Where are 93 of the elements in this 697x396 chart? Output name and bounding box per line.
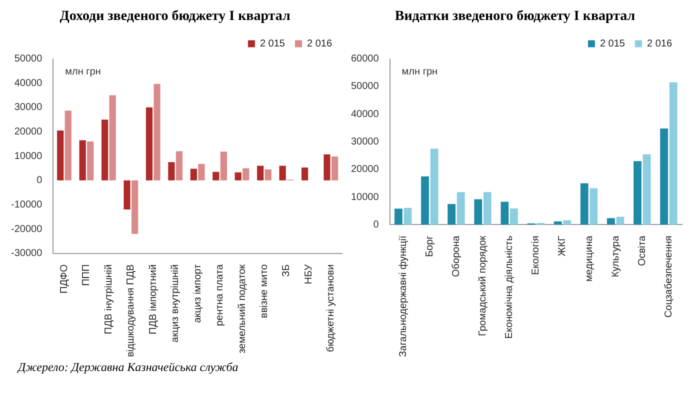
bar bbox=[669, 82, 678, 225]
bar bbox=[324, 154, 330, 180]
bar bbox=[660, 128, 668, 225]
bar bbox=[500, 202, 509, 225]
text: Джерело: Державна Казначейська служба bbox=[18, 360, 240, 375]
bar bbox=[580, 183, 588, 225]
x-tick-label: ввізне мито bbox=[258, 264, 270, 318]
x-tick-label: ПДВ імпортний bbox=[148, 264, 159, 334]
y-tick-label: 30000 bbox=[14, 102, 43, 114]
bar bbox=[168, 162, 175, 180]
y-tick-label: 50000 bbox=[14, 54, 43, 65]
x-tick-label: НБУ bbox=[303, 264, 314, 284]
legend-label: 2 015 bbox=[600, 38, 626, 50]
x-tick-label: Оборона bbox=[450, 235, 462, 277]
chart-title: Видатки зведеного бюджету І квартал bbox=[394, 9, 636, 24]
bar bbox=[87, 141, 94, 180]
annotation: млн грн bbox=[65, 66, 101, 78]
bar bbox=[404, 208, 412, 225]
x-tick-label: Освіта bbox=[636, 235, 648, 266]
bar bbox=[634, 161, 642, 225]
x-tick-label: ПДВ інутрішній bbox=[103, 264, 114, 334]
bar bbox=[57, 130, 64, 180]
bar bbox=[590, 188, 598, 225]
y-tick-label: 30000 bbox=[350, 136, 380, 148]
x-tick-label: Борг bbox=[424, 235, 436, 258]
legend-label: 2 016 bbox=[646, 38, 672, 50]
x-tick-label: Екологія bbox=[530, 236, 542, 276]
x-tick-label: акциз внутрішній bbox=[170, 264, 182, 342]
bar bbox=[79, 140, 86, 180]
bar bbox=[430, 148, 438, 225]
x-tick-label: рентна плата bbox=[214, 264, 226, 326]
x-tick-label: Економічна діяльність bbox=[504, 236, 516, 339]
bar bbox=[124, 180, 130, 210]
y-tick-label: 10000 bbox=[350, 192, 380, 203]
bar bbox=[220, 152, 227, 180]
chart-title: Доходи зведеного бюджету І квартал bbox=[60, 9, 290, 24]
y-tick-label: -30000 bbox=[10, 248, 43, 260]
y-tick-label: 0 bbox=[373, 219, 380, 230]
x-tick-label: земельний податок bbox=[236, 264, 248, 354]
y-tick-label: 10000 bbox=[14, 150, 43, 162]
x-tick-label: ЗБ bbox=[281, 264, 292, 277]
y-tick-label: -10000 bbox=[10, 199, 43, 210]
bar bbox=[146, 107, 153, 180]
x-tick-label: ППП bbox=[81, 264, 92, 286]
bar bbox=[154, 84, 160, 180]
y-tick-label: 50000 bbox=[350, 81, 380, 92]
bar bbox=[212, 172, 220, 180]
x-tick-label: ПДФО bbox=[59, 264, 70, 294]
x-tick-label: відшкодування ПДВ bbox=[126, 264, 137, 357]
y-tick-label: 40000 bbox=[14, 78, 43, 89]
bar bbox=[64, 110, 72, 180]
y-tick-label: 20000 bbox=[350, 164, 380, 176]
x-tick-label: Соцзабезпечення bbox=[663, 236, 674, 318]
bar bbox=[456, 192, 465, 225]
bar bbox=[563, 220, 572, 225]
bar bbox=[301, 167, 308, 180]
legend-label: 2 016 bbox=[306, 38, 332, 50]
bar bbox=[331, 156, 338, 180]
x-tick-label: бюджетні установи bbox=[326, 264, 337, 352]
bar bbox=[279, 166, 286, 180]
bar bbox=[101, 120, 108, 180]
bar bbox=[176, 151, 183, 180]
bar bbox=[606, 218, 615, 225]
x-tick-label: Культура bbox=[610, 235, 622, 278]
bar bbox=[190, 168, 197, 180]
y-tick-label: 0 bbox=[36, 175, 43, 186]
x-tick-label: Загальнодержавні функції bbox=[398, 236, 409, 358]
x-tick-label: Громадський порядок bbox=[478, 235, 489, 336]
bar bbox=[264, 169, 272, 180]
bar bbox=[474, 199, 482, 225]
bar bbox=[642, 154, 651, 225]
bar bbox=[198, 164, 205, 180]
bar bbox=[483, 192, 492, 225]
x-tick-label: медицина bbox=[584, 235, 595, 282]
bar bbox=[109, 95, 116, 180]
bar bbox=[242, 168, 250, 180]
bar bbox=[394, 208, 402, 225]
bar bbox=[257, 166, 264, 180]
bar bbox=[131, 180, 138, 234]
y-tick-label: -20000 bbox=[10, 224, 43, 235]
x-tick-label: акциз імпорт bbox=[192, 264, 204, 323]
y-tick-label: 20000 bbox=[14, 126, 43, 138]
bar bbox=[616, 216, 624, 225]
bar bbox=[554, 221, 562, 225]
bar bbox=[510, 208, 518, 225]
y-tick-label: 40000 bbox=[350, 108, 380, 120]
x-tick-label: ЖКГ bbox=[557, 235, 568, 256]
annotation: млн грн bbox=[402, 66, 438, 78]
y-tick-label: 60000 bbox=[350, 54, 380, 65]
bar bbox=[448, 204, 456, 225]
bar bbox=[421, 176, 429, 225]
legend-label: 2 015 bbox=[260, 38, 286, 50]
bar bbox=[234, 172, 242, 180]
